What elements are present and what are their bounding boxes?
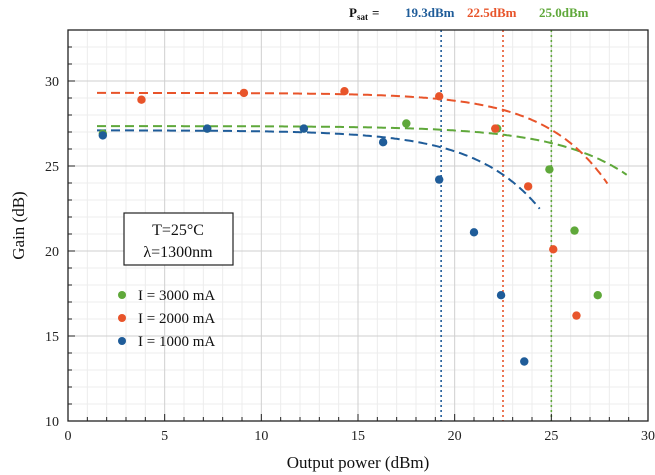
legend-marker-3000	[118, 291, 126, 299]
condition-wavelength: λ=1300nm	[143, 244, 213, 261]
psat-value-2000: 22.5dBm	[467, 5, 517, 20]
legend-label-1000: I = 1000 mA	[138, 334, 215, 350]
conditions-box: T=25°C λ=1300nm	[123, 212, 234, 266]
legend-label-2000: I = 2000 mA	[138, 311, 215, 327]
y-tick-label: 10	[45, 415, 59, 430]
svg-text:Psat=: Psat =	[349, 5, 379, 22]
data-point	[545, 165, 554, 174]
y-tick-label: 25	[45, 160, 59, 175]
data-point	[469, 228, 479, 237]
data-point	[378, 138, 388, 147]
x-axis-title: Output power (dBm)	[287, 453, 430, 472]
data-point	[570, 226, 579, 235]
y-tick-label: 15	[45, 330, 59, 345]
x-tick-label: 5	[161, 429, 168, 444]
data-point	[435, 92, 444, 101]
fit-curves	[97, 91, 628, 210]
psat-value-3000: 25.0dBm	[539, 5, 589, 20]
psat-subscript: sat	[357, 12, 368, 22]
x-tick-label: 20	[448, 429, 462, 444]
psat-header: Psat = 19.3dBm 22.5dBm 25.0dBm	[349, 5, 589, 22]
legend-marker-1000	[118, 337, 126, 345]
data-point	[491, 124, 500, 133]
data-point	[98, 131, 108, 140]
data-point	[593, 291, 602, 300]
data-point	[572, 311, 581, 320]
condition-temperature: T=25°C	[152, 222, 204, 239]
y-axis-title: Gain (dB)	[9, 191, 28, 259]
conditions-frame	[123, 212, 234, 266]
tick-labels: 0 5 10 15 20 25 30 10 15 20 25 30	[45, 75, 655, 444]
x-tick-label: 30	[641, 429, 655, 444]
data-point	[549, 245, 558, 254]
data-point	[239, 88, 249, 98]
data-point	[520, 357, 529, 366]
psat-symbol: P	[349, 5, 357, 20]
psat-equals: =	[372, 5, 379, 20]
x-tick-label: 0	[65, 429, 72, 444]
legend: I = 3000 mA I = 2000 mA I = 1000 mA	[118, 288, 215, 350]
legend-marker-2000	[118, 314, 126, 322]
psat-lines	[440, 30, 553, 421]
psat-value-1000: 19.3dBm	[405, 5, 455, 20]
legend-label-3000: I = 3000 mA	[138, 288, 215, 304]
data-point	[523, 182, 533, 191]
fit-curve	[97, 129, 541, 210]
y-tick-label: 30	[45, 75, 59, 90]
x-tick-label: 25	[544, 429, 558, 444]
data-point	[402, 119, 411, 128]
data-point	[203, 124, 212, 133]
data-points	[98, 87, 602, 366]
data-point	[496, 291, 506, 300]
x-tick-label: 10	[254, 429, 268, 444]
y-tick-label: 20	[45, 245, 59, 260]
x-tick-label: 15	[351, 429, 365, 444]
data-point	[340, 87, 349, 96]
fit-curve	[97, 125, 628, 176]
data-point	[137, 95, 146, 104]
data-point	[299, 124, 309, 133]
data-point	[435, 175, 444, 184]
axis-ticks	[67, 29, 649, 422]
fit-curve	[97, 91, 609, 185]
